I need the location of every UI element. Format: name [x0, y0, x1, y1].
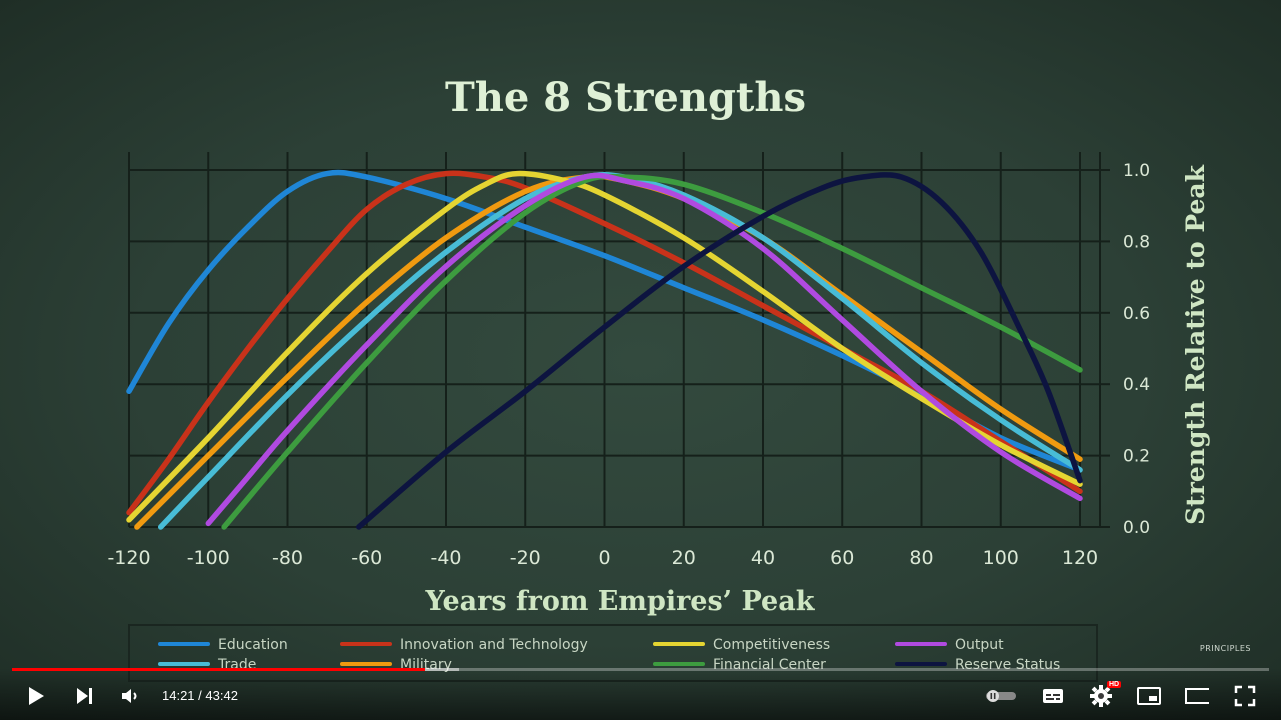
hd-badge: HD	[1107, 681, 1122, 688]
x-axis-label: Years from Empires’ Peak	[425, 586, 816, 617]
chart-series	[126, 169, 1083, 530]
y-tick-label: 0.6	[1123, 304, 1150, 324]
miniplayer-button[interactable]	[1137, 684, 1161, 708]
series-line-financial-center	[221, 173, 1083, 530]
x-tick-label: 20	[672, 547, 696, 569]
y-axis-label: Strength Relative to Peak	[1181, 164, 1210, 524]
gear-icon	[1090, 685, 1112, 707]
legend-label: Output	[955, 637, 1004, 653]
progress-played	[12, 668, 425, 671]
x-tick-label: 60	[830, 547, 854, 569]
series-line-innovation-and-technology	[126, 170, 1083, 516]
x-tick-label: 0	[598, 547, 610, 569]
chart-title: The 8 Strengths	[445, 74, 806, 121]
settings-button[interactable]	[1089, 684, 1113, 708]
y-tick-label: 1.0	[1123, 161, 1150, 181]
progress-bar[interactable]	[12, 668, 1269, 671]
y-tick-label: 0.8	[1123, 232, 1150, 252]
fullscreen-button[interactable]	[1233, 684, 1257, 708]
y-tick-label: 0.0	[1123, 518, 1150, 538]
series-line-competitiveness	[126, 170, 1083, 523]
series-line-reserve-status	[356, 172, 1083, 530]
current-time: 14:21	[162, 688, 195, 703]
miniplayer-icon	[1137, 687, 1161, 705]
duration: 43:42	[205, 688, 238, 703]
y-tick-label: 0.4	[1123, 375, 1150, 395]
legend-label: Innovation and Technology	[400, 637, 588, 653]
legend-label: Education	[218, 637, 288, 653]
x-tick-label: 120	[1062, 547, 1098, 569]
channel-watermark: PRINCIPLES	[1199, 644, 1251, 653]
fullscreen-icon	[1234, 685, 1256, 707]
time-display: 14:21 / 43:42	[162, 688, 238, 703]
play-button[interactable]	[24, 684, 48, 708]
x-tick-label: -100	[187, 547, 230, 569]
x-tick-label: -40	[430, 547, 461, 569]
autoplay-toggle-icon	[986, 690, 1016, 702]
volume-button[interactable]	[118, 684, 142, 708]
volume-icon	[122, 689, 137, 703]
theater-icon	[1185, 688, 1209, 704]
next-button[interactable]	[73, 684, 97, 708]
x-tick-label: -80	[272, 547, 303, 569]
x-tick-label: -60	[351, 547, 382, 569]
chart-ticks: -120 -100 -80 -60 -40 -20 0 20 40 60 80 100 120 0.0 0.…	[107, 161, 1150, 569]
legend-label: Competitiveness	[713, 637, 830, 653]
y-tick-label: 0.2	[1123, 447, 1150, 467]
subtitles-icon	[1043, 689, 1063, 703]
series-line-military	[134, 173, 1083, 530]
theater-mode-button[interactable]	[1185, 684, 1209, 708]
next-icon	[77, 688, 92, 704]
autoplay-toggle[interactable]	[983, 684, 1019, 708]
time-separator: /	[194, 688, 206, 703]
chart-grid	[128, 152, 1110, 528]
player-controls-bar	[0, 668, 1281, 720]
series-line-trade	[157, 171, 1083, 530]
subtitles-button[interactable]	[1041, 684, 1065, 708]
x-tick-label: 80	[909, 547, 933, 569]
x-tick-label: -20	[510, 547, 541, 569]
x-tick-label: -120	[107, 547, 150, 569]
series-line-output	[205, 172, 1083, 527]
x-tick-label: 40	[751, 547, 775, 569]
play-icon	[29, 687, 44, 705]
x-tick-label: 100	[983, 547, 1019, 569]
